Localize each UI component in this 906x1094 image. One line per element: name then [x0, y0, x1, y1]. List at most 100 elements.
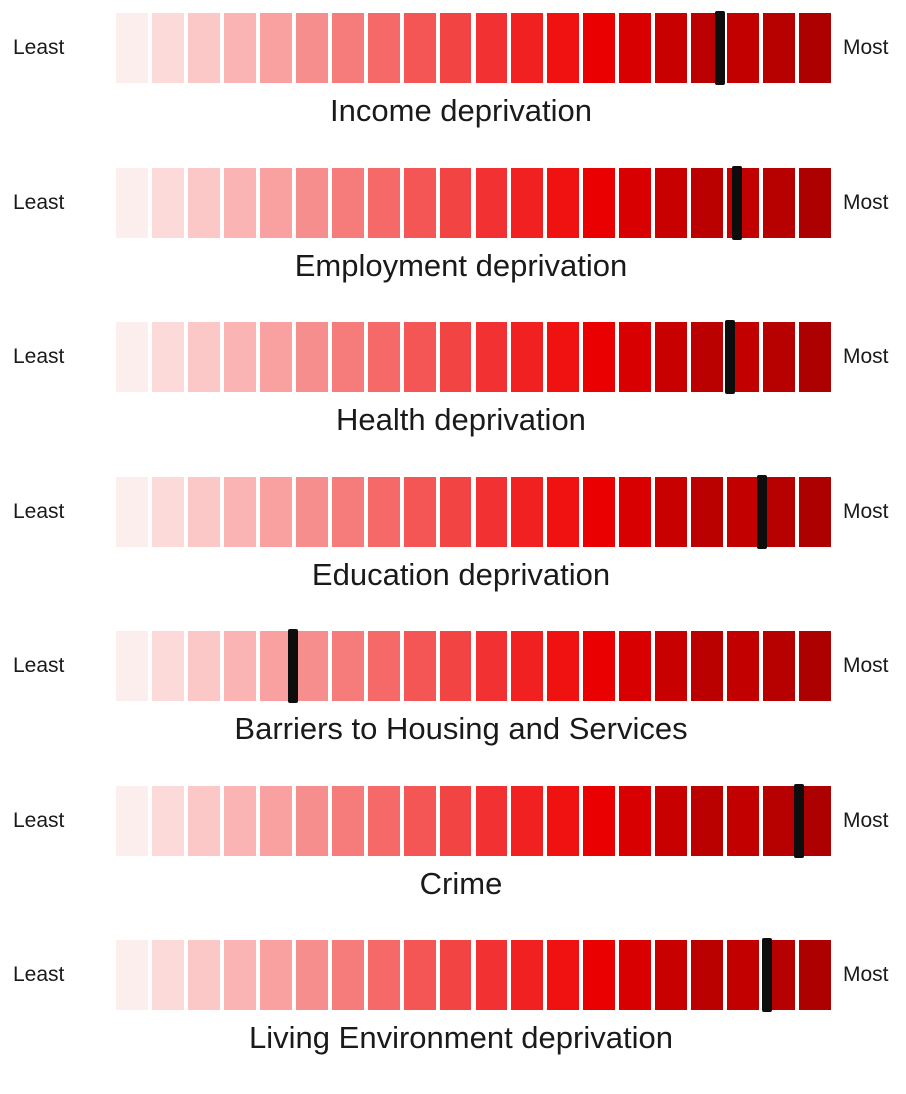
scale-segment — [116, 167, 148, 238]
scale-segment — [187, 785, 220, 856]
scale-segment — [475, 631, 508, 701]
scale-segment — [583, 476, 616, 547]
scale-segment — [799, 167, 831, 238]
scale-segment — [187, 167, 220, 238]
scale-segment — [439, 167, 472, 238]
scale-segment — [403, 13, 436, 83]
scale-segment — [619, 322, 652, 392]
scale-segment — [799, 785, 831, 856]
scale-segment — [439, 476, 472, 547]
scale-segment — [583, 322, 616, 392]
scale-segment — [727, 13, 760, 83]
scale-segment — [439, 13, 472, 83]
scale-segment — [295, 167, 328, 238]
scale-segment — [799, 322, 831, 392]
scale-segment — [511, 785, 544, 856]
scale-segment — [475, 167, 508, 238]
scale-segment — [583, 785, 616, 856]
scale-segment — [727, 940, 760, 1010]
indicator-row: Least Most Crime — [0, 783, 906, 940]
scale-segment — [116, 785, 148, 856]
indicator-label: Living Environment deprivation — [249, 1020, 673, 1055]
scale-segment — [691, 631, 724, 701]
scale-segment — [403, 476, 436, 547]
scale-segment — [403, 631, 436, 701]
scale-segment — [331, 940, 364, 1010]
most-label: Most — [843, 36, 889, 59]
scale-segment — [331, 167, 364, 238]
scale-segment — [511, 940, 544, 1010]
scale-segment — [295, 476, 328, 547]
scale-segment — [763, 785, 796, 856]
scale-segment — [691, 785, 724, 856]
scale-bar — [116, 783, 831, 858]
scale-segment — [583, 940, 616, 1010]
least-label: Least — [13, 499, 65, 523]
most-label: Most — [843, 963, 889, 986]
scale-segment — [331, 476, 364, 547]
scale-segment — [655, 13, 688, 83]
scale-segment — [619, 631, 652, 701]
scale-segment — [187, 322, 220, 392]
most-label: Most — [843, 499, 889, 523]
least-label: Least — [13, 963, 65, 986]
indicator-row: Least Most Barriers to Housing and Service… — [0, 629, 906, 785]
scale-segment — [223, 13, 256, 83]
scale-segment — [187, 13, 220, 83]
indicator-row: Least Most Health deprivation — [0, 320, 906, 476]
scale-segment — [547, 322, 580, 392]
scale-segment — [547, 631, 580, 701]
scale-segment — [403, 167, 436, 238]
indicator-label: Crime — [419, 865, 503, 901]
indicator-label: Health deprivation — [336, 402, 586, 437]
scale-segment — [151, 167, 184, 238]
position-marker — [288, 629, 299, 703]
indicator-label: Education deprivation — [311, 556, 611, 592]
scale-segment — [259, 322, 292, 392]
scale-segment — [116, 631, 148, 701]
scale-segment — [295, 631, 328, 701]
scale-segment — [187, 631, 220, 701]
scale-bar — [116, 165, 831, 240]
scale-segment — [367, 322, 400, 392]
scale-segment — [259, 785, 292, 856]
scale-segment — [727, 631, 760, 701]
scale-segment — [187, 940, 220, 1010]
scale-segment — [655, 631, 688, 701]
scale-segment — [331, 785, 364, 856]
scale-segment — [259, 476, 292, 547]
scale-segment — [547, 785, 580, 856]
scale-segment — [655, 167, 688, 238]
scale-segment — [547, 940, 580, 1010]
scale-segment — [116, 940, 148, 1010]
deprivation-chart: Least Most Income deprivation Least Most Empl… — [0, 11, 906, 1055]
most-label: Most — [843, 190, 889, 214]
scale-segment — [475, 940, 508, 1010]
position-marker — [731, 165, 742, 240]
scale-segment — [187, 476, 220, 547]
scale-segment — [727, 785, 760, 856]
scale-segment — [223, 322, 256, 392]
scale-segment — [475, 13, 508, 83]
scale-segment — [439, 940, 472, 1010]
scale-segment — [619, 167, 652, 238]
scale-segment — [511, 167, 544, 238]
scale-segment — [367, 631, 400, 701]
scale-segment — [151, 785, 184, 856]
indicator-row: Least Most Education deprivation — [0, 474, 906, 631]
scale-segment — [403, 785, 436, 856]
scale-segment — [511, 13, 544, 83]
scale-segment — [151, 322, 184, 392]
scale-segment — [403, 322, 436, 392]
scale-segment — [295, 785, 328, 856]
scale-segment — [116, 13, 148, 83]
least-label: Least — [13, 654, 65, 677]
indicator-label: Income deprivation — [330, 93, 592, 128]
scale-segment — [655, 476, 688, 547]
scale-segment — [439, 785, 472, 856]
indicator-row: Least Most Living Environment deprivation — [0, 938, 906, 1094]
scale-segment — [223, 167, 256, 238]
scale-segment — [799, 631, 831, 701]
scale-segment — [547, 167, 580, 238]
least-label: Least — [13, 345, 65, 368]
